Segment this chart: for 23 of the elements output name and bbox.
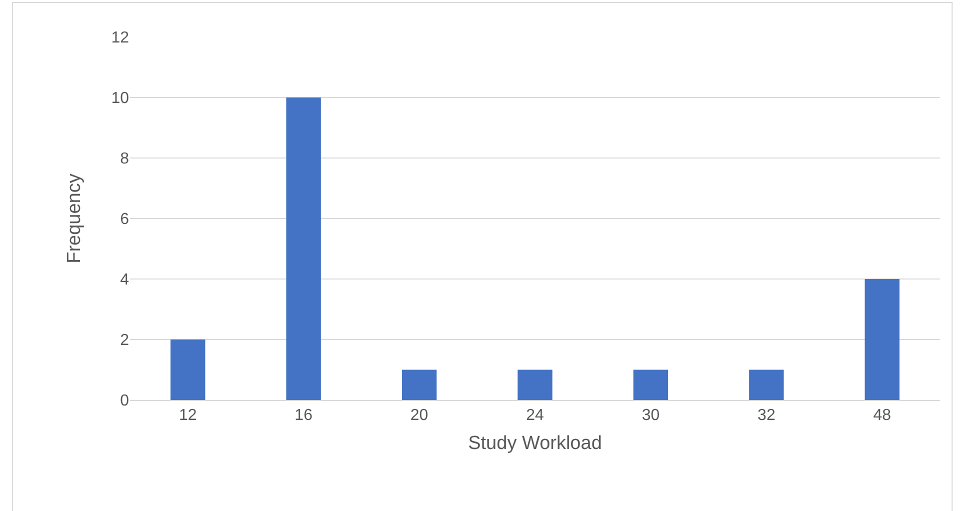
y-tick-label: 6	[120, 211, 130, 228]
y-tick-label: 12	[111, 30, 130, 47]
y-tick-label: 10	[111, 90, 130, 108]
x-tick-label: 16	[294, 407, 313, 424]
bar	[286, 98, 321, 400]
x-tick-label: 24	[526, 407, 544, 424]
bar	[864, 279, 900, 400]
bar	[170, 340, 206, 400]
bar	[518, 370, 552, 400]
bar	[633, 370, 668, 400]
y-tick-label: 4	[120, 272, 130, 289]
bar	[402, 370, 437, 400]
x-tick-label: 48	[873, 407, 892, 424]
bar	[749, 370, 784, 400]
x-tick-label: 30	[642, 407, 660, 424]
x-axis-title: Study Workload	[468, 433, 602, 454]
y-tick-label: 2	[120, 332, 130, 350]
y-tick-label: 0	[120, 392, 130, 410]
x-tick-label: 20	[410, 407, 428, 424]
y-tick-label: 8	[120, 150, 130, 168]
x-tick-label: 32	[758, 407, 776, 424]
y-axis-title: Frequency	[64, 173, 86, 264]
x-tick-label: 12	[178, 407, 197, 424]
